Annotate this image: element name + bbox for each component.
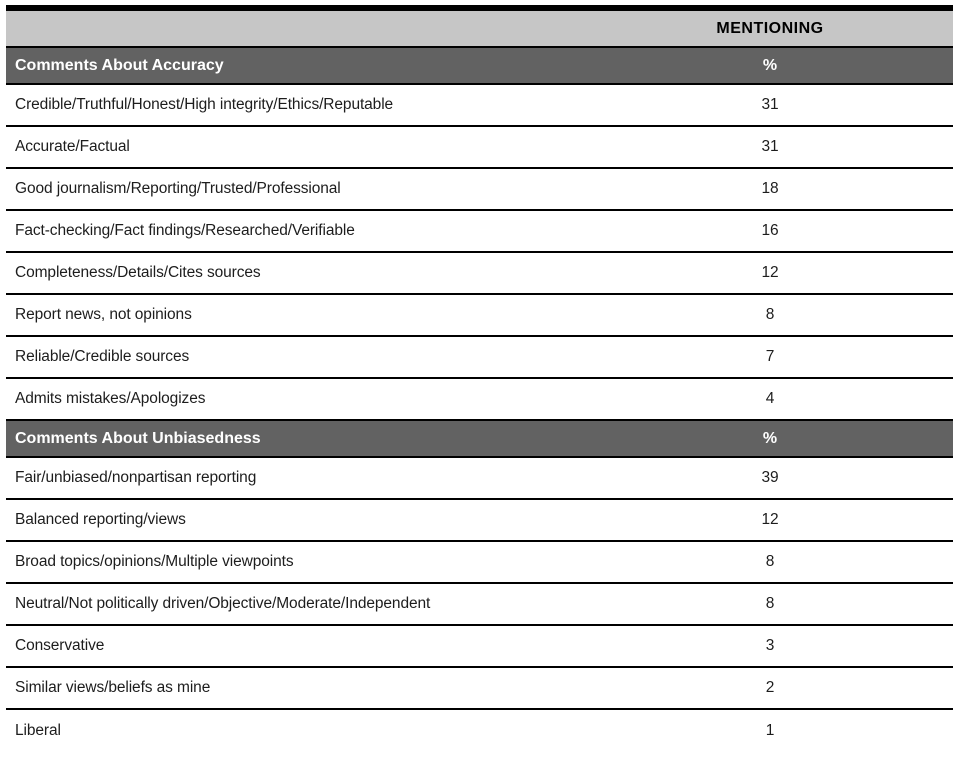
table-row: Broad topics/opinions/Multiple viewpoint… [6, 541, 953, 584]
row-value: 12 [587, 252, 953, 295]
row-value: 7 [587, 336, 953, 379]
row-label: Liberal [6, 709, 587, 751]
row-label: Good journalism/Reporting/Trusted/Profes… [6, 168, 587, 211]
row-value: 8 [587, 541, 953, 584]
row-label: Reliable/Credible sources [6, 336, 587, 379]
row-label: Credible/Truthful/Honest/High integrity/… [6, 84, 587, 127]
table-row: Neutral/Not politically driven/Objective… [6, 583, 953, 626]
table-row: Fair/unbiased/nonpartisan reporting 39 [6, 457, 953, 500]
section-header-unbiasedness: Comments About Unbiasedness % [6, 420, 953, 458]
row-label: Accurate/Factual [6, 126, 587, 169]
row-label: Fact-checking/Fact findings/Researched/V… [6, 210, 587, 253]
row-value: 16 [587, 210, 953, 253]
table-head: MENTIONING [6, 8, 953, 48]
table-row: Similar views/beliefs as mine 2 [6, 667, 953, 710]
row-label: Conservative [6, 625, 587, 668]
percent-label: % [587, 47, 953, 85]
row-value: 18 [587, 168, 953, 211]
row-label: Broad topics/opinions/Multiple viewpoint… [6, 541, 587, 584]
table-row: Balanced reporting/views 12 [6, 499, 953, 542]
row-value: 2 [587, 667, 953, 710]
row-label: Admits mistakes/Apologizes [6, 378, 587, 421]
row-value: 4 [587, 378, 953, 421]
row-label: Balanced reporting/views [6, 499, 587, 542]
table-row: Admits mistakes/Apologizes 4 [6, 378, 953, 421]
row-value: 3 [587, 625, 953, 668]
row-value: 1 [587, 709, 953, 751]
table-row: Accurate/Factual 31 [6, 126, 953, 169]
table-row: Reliable/Credible sources 7 [6, 336, 953, 379]
table-row: Completeness/Details/Cites sources 12 [6, 252, 953, 295]
table-row: Credible/Truthful/Honest/High integrity/… [6, 84, 953, 127]
mentioning-column-header: MENTIONING [587, 8, 953, 48]
section-title: Comments About Unbiasedness [6, 420, 587, 458]
table-row: Conservative 3 [6, 625, 953, 668]
table-row: Liberal 1 [6, 709, 953, 751]
row-value: 8 [587, 294, 953, 337]
table-row: Good journalism/Reporting/Trusted/Profes… [6, 168, 953, 211]
mentioning-header-row: MENTIONING [6, 8, 953, 48]
section-accuracy: Comments About Accuracy % Credible/Truth… [6, 47, 953, 421]
table-row: Fact-checking/Fact findings/Researched/V… [6, 210, 953, 253]
row-value: 12 [587, 499, 953, 542]
row-value: 31 [587, 84, 953, 127]
row-label: Similar views/beliefs as mine [6, 667, 587, 710]
row-value: 8 [587, 583, 953, 626]
row-label: Completeness/Details/Cites sources [6, 252, 587, 295]
row-label: Report news, not opinions [6, 294, 587, 337]
section-title: Comments About Accuracy [6, 47, 587, 85]
section-unbiasedness: Comments About Unbiasedness % Fair/unbia… [6, 420, 953, 751]
row-value: 39 [587, 457, 953, 500]
empty-header-cell [6, 8, 587, 48]
section-header-accuracy: Comments About Accuracy % [6, 47, 953, 85]
row-label: Neutral/Not politically driven/Objective… [6, 583, 587, 626]
row-value: 31 [587, 126, 953, 169]
mentions-table: MENTIONING Comments About Accuracy % Cre… [6, 5, 953, 751]
row-label: Fair/unbiased/nonpartisan reporting [6, 457, 587, 500]
table-row: Report news, not opinions 8 [6, 294, 953, 337]
percent-label: % [587, 420, 953, 458]
survey-table-figure: MENTIONING Comments About Accuracy % Cre… [6, 5, 953, 751]
